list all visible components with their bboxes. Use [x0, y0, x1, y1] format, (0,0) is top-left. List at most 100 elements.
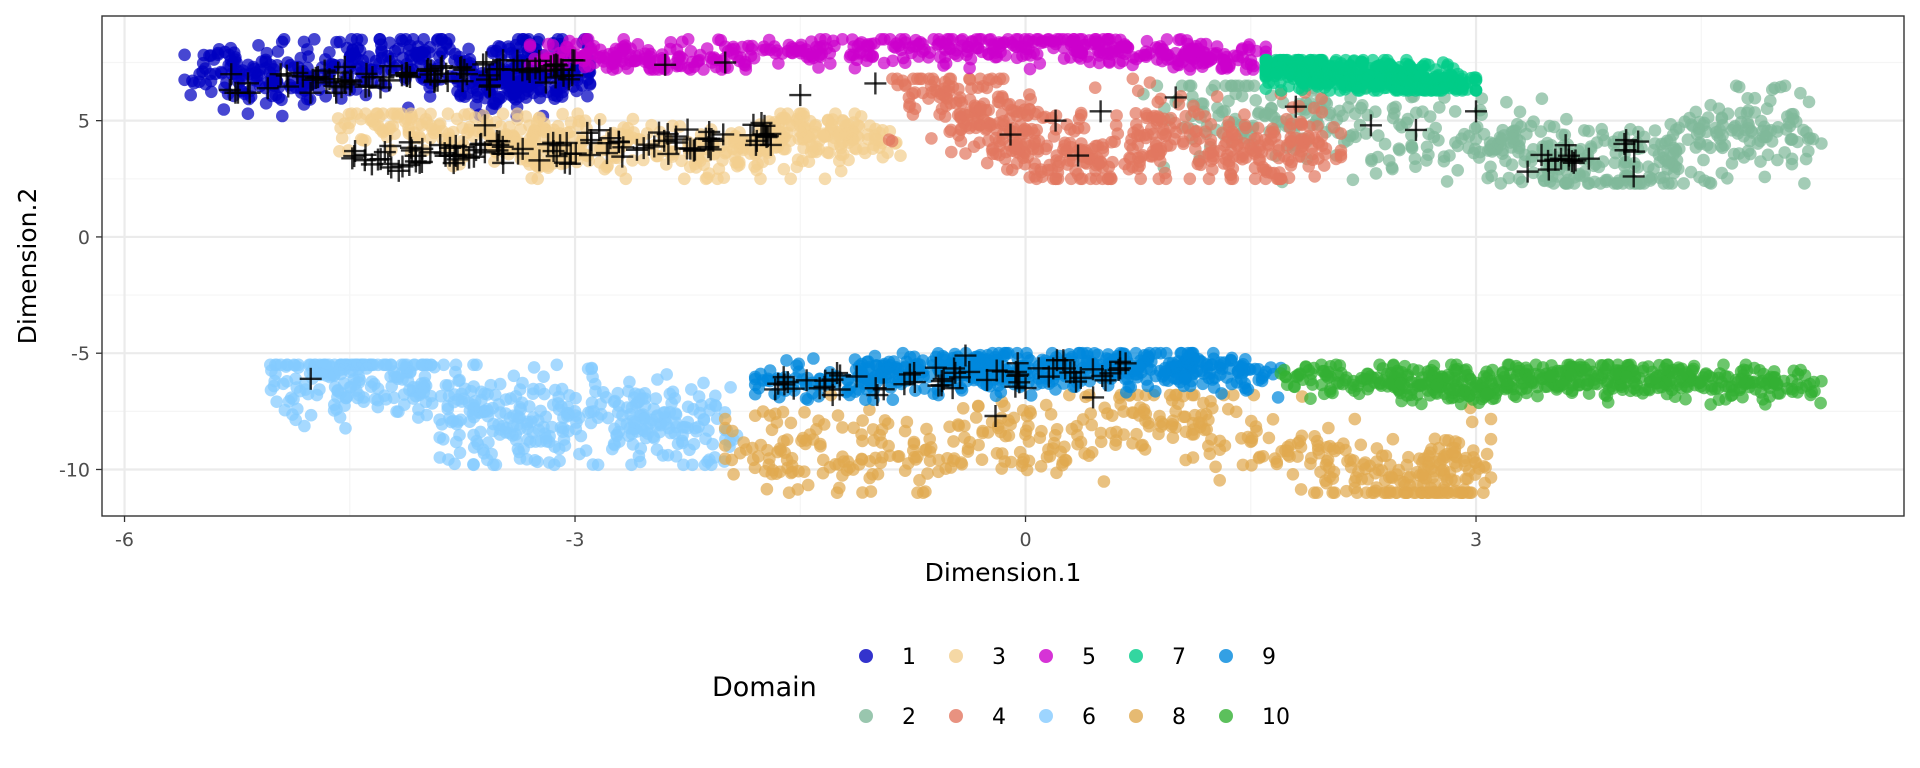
point	[509, 93, 522, 106]
point	[1028, 157, 1042, 170]
point	[1511, 117, 1524, 131]
point	[1019, 428, 1032, 441]
point	[733, 155, 746, 169]
point	[1494, 177, 1508, 190]
point	[1009, 139, 1022, 152]
point	[1286, 468, 1300, 481]
point	[1587, 159, 1601, 173]
point	[1496, 144, 1509, 157]
point	[1319, 142, 1333, 155]
point	[673, 50, 687, 63]
point	[1428, 70, 1442, 84]
point	[1030, 172, 1043, 186]
point	[854, 46, 867, 59]
point	[920, 422, 933, 436]
point	[360, 362, 374, 375]
point	[1361, 74, 1374, 87]
point	[1378, 137, 1392, 151]
point	[1044, 408, 1058, 421]
point	[1404, 81, 1417, 94]
point	[1213, 443, 1227, 457]
point	[1050, 466, 1063, 480]
point	[1351, 84, 1365, 97]
point	[898, 424, 912, 438]
point	[1437, 452, 1450, 466]
point	[763, 452, 776, 465]
point	[1495, 132, 1508, 146]
point	[308, 33, 321, 46]
point	[818, 172, 832, 186]
point	[1710, 126, 1723, 139]
point	[945, 145, 958, 159]
point	[1322, 421, 1335, 435]
point	[693, 406, 707, 420]
point	[440, 37, 453, 51]
point	[1693, 137, 1707, 151]
point	[582, 59, 596, 73]
point	[805, 139, 819, 153]
point	[1141, 379, 1155, 393]
point	[1349, 471, 1363, 484]
point	[772, 57, 785, 70]
point	[1259, 65, 1273, 78]
point	[1181, 346, 1195, 360]
point	[1455, 486, 1468, 500]
point	[556, 107, 569, 121]
point	[1184, 79, 1198, 93]
point	[937, 59, 950, 72]
point	[1072, 45, 1086, 59]
point	[969, 411, 983, 424]
point	[1085, 446, 1099, 459]
point	[1275, 445, 1288, 458]
point	[762, 33, 776, 47]
point	[998, 455, 1012, 468]
point	[1249, 94, 1262, 107]
point	[1754, 114, 1768, 128]
point	[453, 446, 467, 460]
point	[523, 38, 537, 51]
point	[585, 361, 598, 375]
point	[1220, 135, 1233, 149]
point	[1505, 158, 1519, 171]
point	[493, 428, 507, 441]
point	[489, 97, 503, 111]
point	[637, 153, 650, 167]
point	[898, 56, 912, 69]
point	[487, 458, 500, 472]
point	[404, 113, 418, 126]
point	[869, 370, 882, 383]
point	[1248, 362, 1262, 376]
point	[557, 433, 571, 446]
point	[534, 84, 548, 98]
point	[626, 438, 640, 451]
point	[718, 412, 732, 426]
point	[1352, 63, 1365, 76]
point	[507, 369, 521, 383]
point	[841, 127, 854, 141]
point	[333, 145, 346, 158]
point	[704, 51, 718, 64]
point	[1645, 172, 1658, 185]
point	[1304, 457, 1317, 471]
point	[1343, 74, 1357, 88]
point	[1512, 141, 1526, 155]
point	[975, 45, 989, 59]
point	[1034, 460, 1048, 473]
point	[1252, 105, 1266, 119]
point	[1195, 364, 1208, 378]
point	[470, 358, 483, 372]
point	[956, 402, 970, 415]
point	[1252, 121, 1265, 135]
point	[390, 405, 403, 418]
point	[697, 376, 710, 390]
point	[467, 428, 480, 442]
point	[739, 59, 753, 72]
point	[989, 131, 1002, 145]
point	[1146, 127, 1160, 141]
point	[499, 407, 512, 420]
point	[1357, 458, 1370, 471]
point	[526, 387, 540, 401]
point	[1150, 113, 1164, 127]
point	[868, 349, 882, 363]
